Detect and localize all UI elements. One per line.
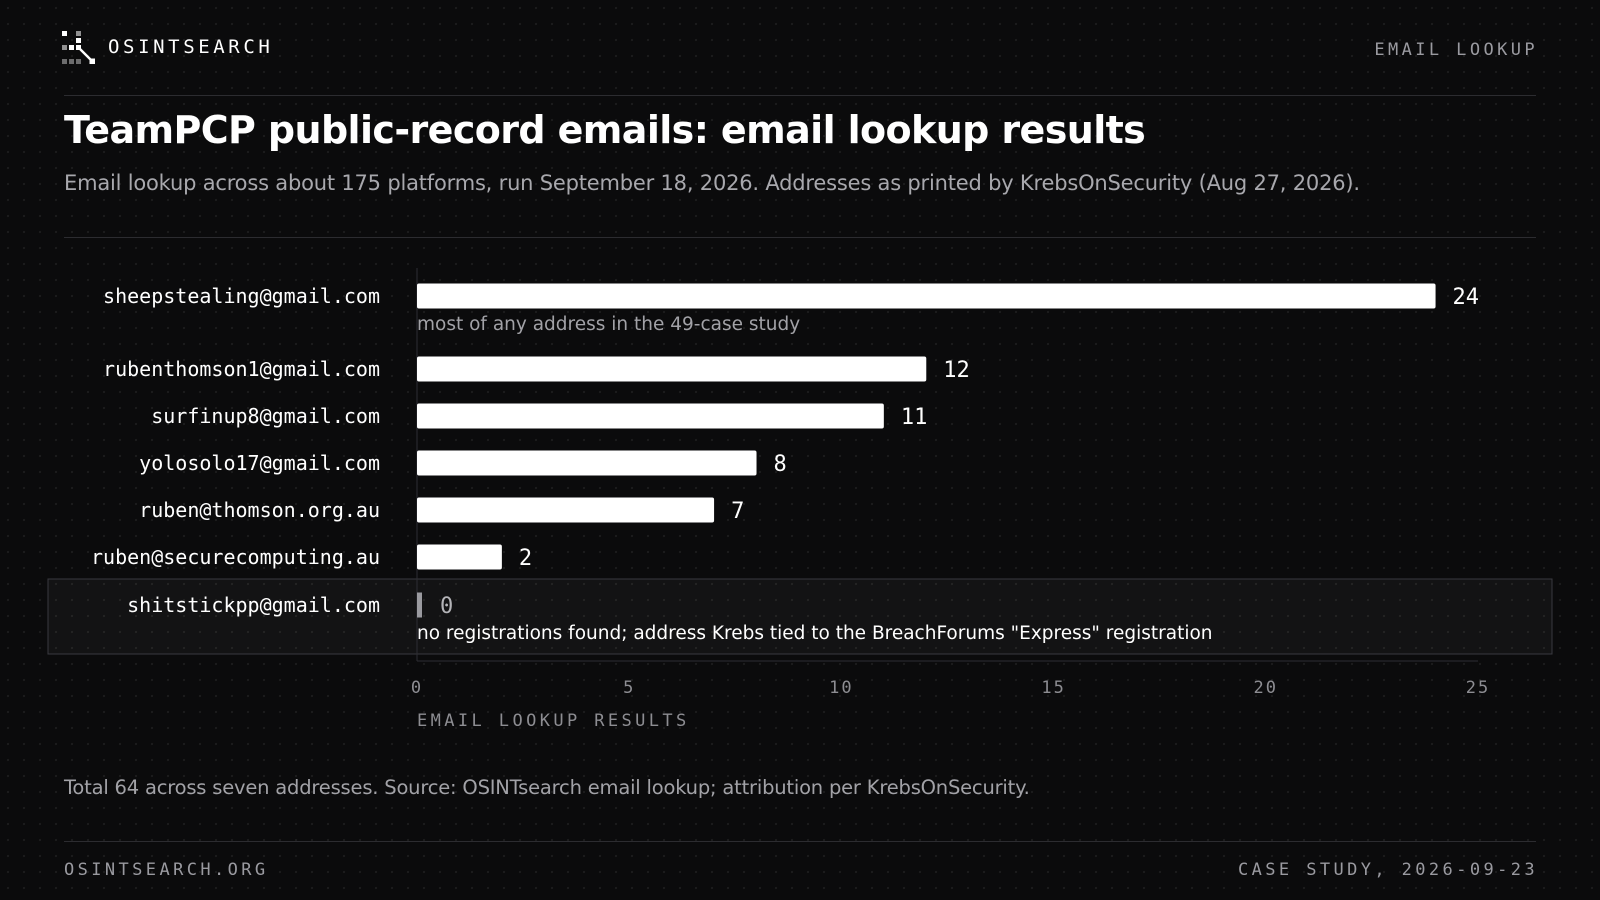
page-kicker: EMAIL LOOKUP — [1374, 40, 1538, 60]
network-node-icon — [62, 30, 95, 64]
brand-name: OSINTSEARCH — [108, 36, 274, 58]
value-label: 7 — [731, 499, 744, 524]
title-divider — [64, 237, 1536, 238]
x-axis-title: EMAIL LOOKUP RESULTS — [417, 711, 690, 731]
footer-divider — [64, 841, 1536, 842]
value-label: 8 — [774, 452, 787, 477]
bar — [417, 403, 884, 429]
brand: OSINTSEARCH — [61, 30, 273, 64]
category-label: rubenthomson1@gmail.com — [103, 357, 380, 381]
x-tick-label: 20 — [1254, 678, 1278, 698]
chart-title: TeamPCP public-record emails: email look… — [64, 108, 1146, 152]
bar-annotation: most of any address in the 49-case study — [417, 314, 800, 335]
category-label: ruben@securecomputing.au — [91, 545, 380, 569]
bar-annotation: no registrations found; address Krebs ti… — [417, 623, 1213, 644]
category-label: surfinup8@gmail.com — [151, 404, 380, 428]
value-label: 24 — [1453, 285, 1480, 310]
footer-site: OSINTSEARCH.ORG — [64, 860, 269, 880]
chart-subtitle: Email lookup across about 175 platforms,… — [64, 171, 1360, 195]
value-label: 0 — [440, 594, 453, 619]
header-divider — [64, 95, 1536, 96]
bar — [417, 356, 927, 382]
category-label: yolosolo17@gmail.com — [139, 451, 380, 475]
category-label: shitstickpp@gmail.com — [127, 593, 380, 617]
bar — [417, 544, 502, 570]
x-tick-label: 0 — [411, 678, 423, 698]
x-tick-label: 15 — [1041, 678, 1065, 698]
highlight-panel — [47, 578, 1553, 655]
x-tick-label: 5 — [623, 678, 635, 698]
bar — [417, 283, 1436, 309]
value-label: 12 — [943, 358, 970, 383]
category-label: sheepstealing@gmail.com — [103, 284, 380, 308]
value-label: 11 — [901, 405, 928, 430]
category-label: ruben@thomson.org.au — [139, 498, 380, 522]
chart-footnote: Total 64 across seven addresses. Source:… — [64, 776, 1030, 799]
value-label: 2 — [519, 546, 532, 571]
bar — [417, 450, 757, 476]
x-tick-label: 25 — [1466, 678, 1490, 698]
x-tick-label: 10 — [829, 678, 853, 698]
footer-date: CASE STUDY, 2026-09-23 — [1238, 860, 1538, 880]
bar — [417, 592, 422, 618]
bar — [417, 497, 715, 523]
